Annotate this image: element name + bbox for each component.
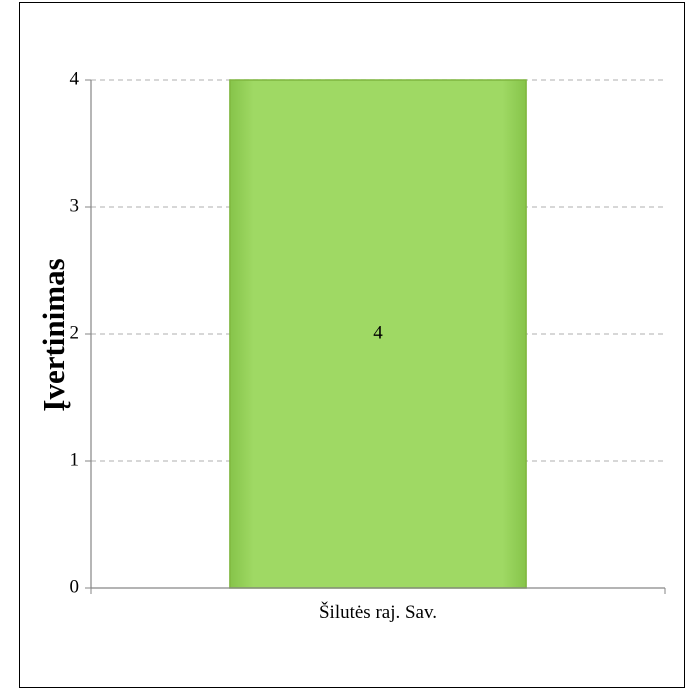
axes [85,79,666,594]
data-label-0: 4 [373,322,383,343]
y-tick-label-0: 0 [70,576,80,597]
y-axis-label: Įvertinimas [36,258,71,411]
y-tick-label-1: 1 [70,449,80,470]
bar-0 [229,79,527,589]
y-tick-label-2: 2 [70,322,80,343]
gridlines [91,79,665,462]
x-category-label-0: Šilutės raj. Sav. [319,601,437,623]
labels: 0 1 2 3 4 4 Šilutės raj. Sav. [70,68,438,623]
y-tick-label-3: 3 [70,195,80,216]
bars [229,79,527,589]
y-tick-label-4: 4 [70,68,80,89]
